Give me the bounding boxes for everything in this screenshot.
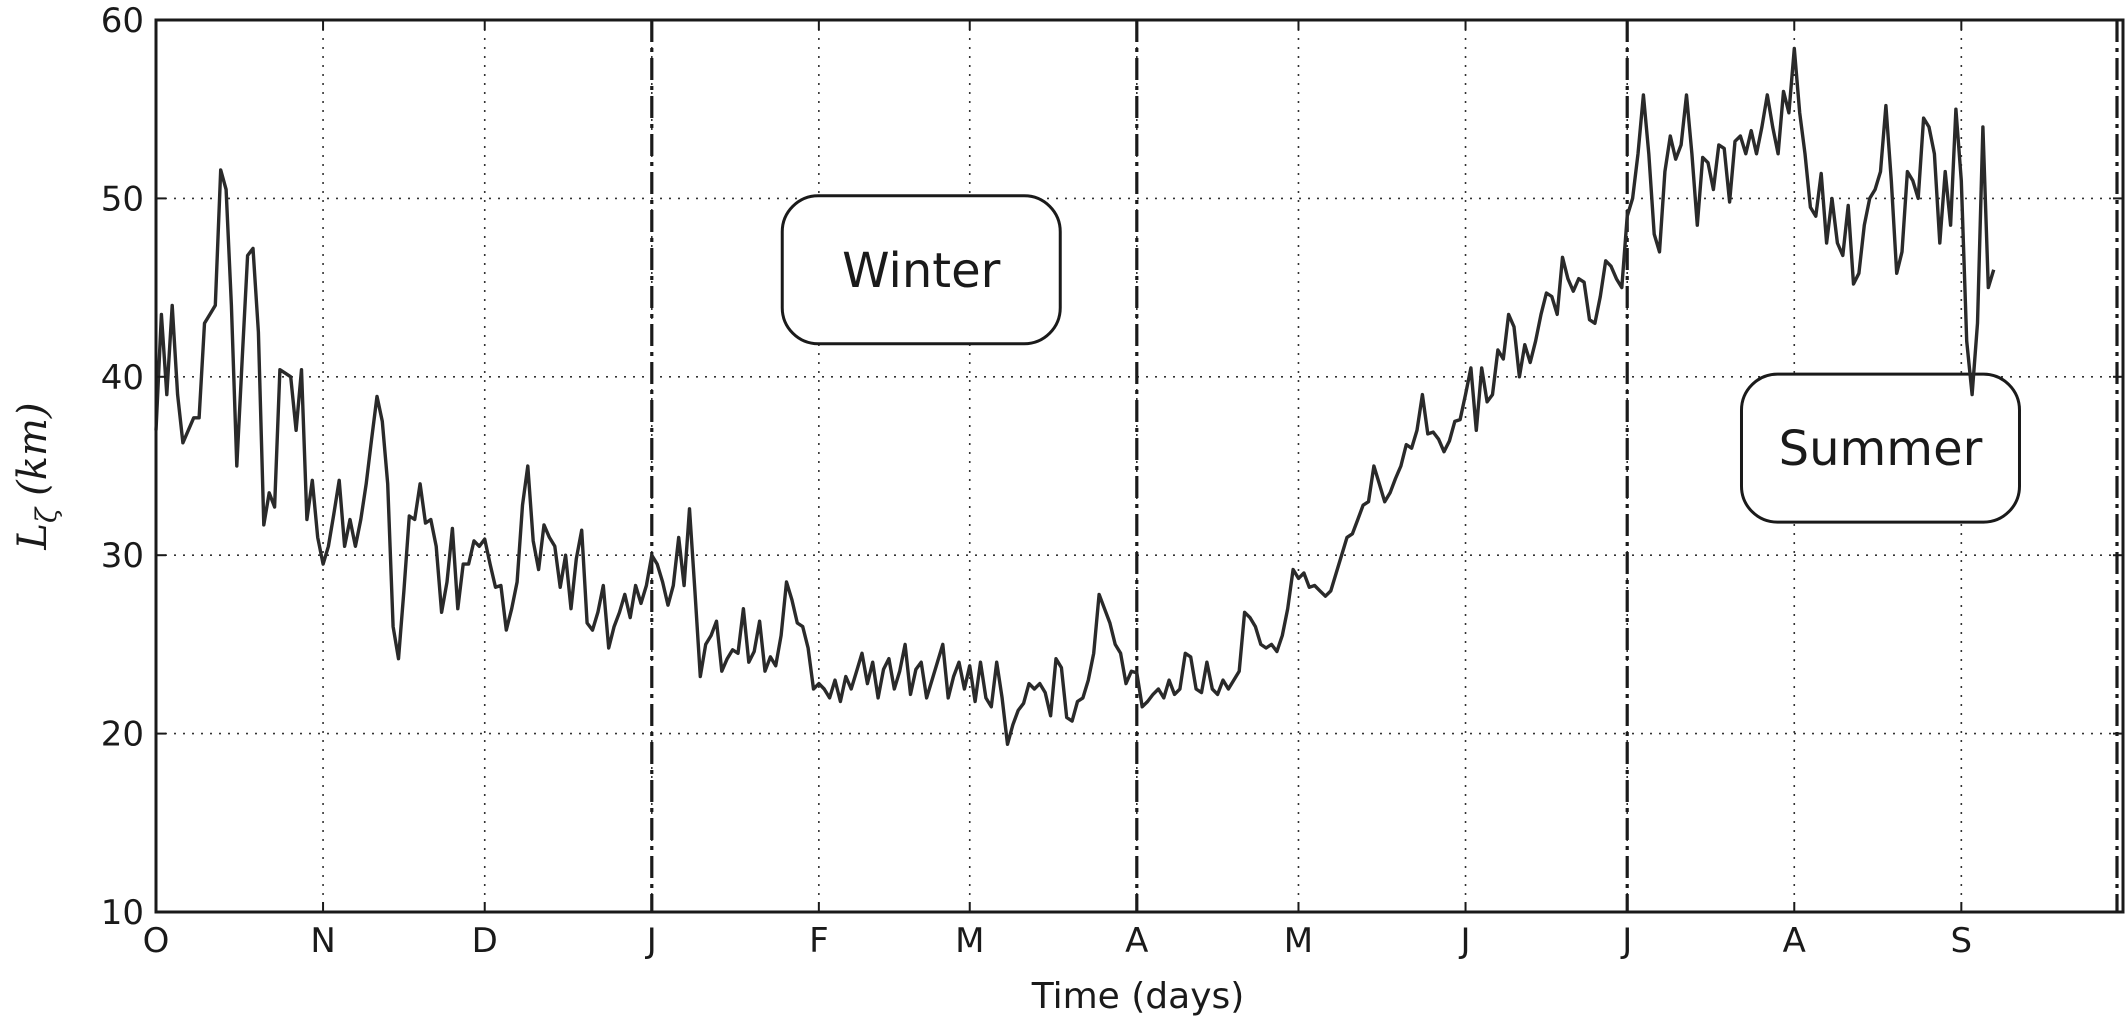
x-tick-label-f: F (809, 921, 829, 961)
plot-frame (154, 18, 2125, 914)
x-tick-label-s: S (1951, 921, 1973, 961)
season-label-box (780, 194, 1062, 346)
season-label-box (1739, 372, 2021, 524)
series-line-0 (154, 46, 1996, 746)
y-axis-symbol: L (10, 523, 56, 551)
season-label-winter: Winter (780, 194, 1062, 346)
y-tick-label: 50 (101, 179, 144, 219)
x-tick-label-j: J (1459, 921, 1471, 961)
x-tick-label-a: A (1125, 921, 1148, 961)
x-tick-label-m: M (1284, 921, 1313, 961)
season-annotations: Winter Summer (780, 194, 2021, 524)
x-tick-label-o: O (143, 921, 170, 961)
season-dividers (650, 20, 2119, 912)
x-axis-title: Time (days) (1031, 976, 1245, 1017)
y-tick-label: 20 (101, 715, 144, 755)
x-tick-label-d: D (472, 921, 498, 961)
x-tick-label-n: N (310, 921, 335, 961)
y-tick-label: 40 (101, 358, 144, 398)
y-tick-label: 30 (101, 536, 144, 576)
y-axis-subscript: ζ (30, 506, 63, 523)
tick-marks (155, 19, 2123, 913)
series-layer (154, 46, 1996, 746)
x-tick-label-j: J (1620, 921, 1632, 961)
season-label-text: Winter (842, 243, 1001, 299)
y-tick-label: 60 (101, 1, 144, 41)
season-label-summer: Summer (1739, 372, 2021, 524)
y-tick-label: 10 (101, 893, 144, 933)
x-tick-label-j: J (645, 921, 657, 961)
y-axis-title: Lζ (km) (10, 402, 63, 550)
y-axis-unit: (km) (10, 402, 56, 495)
y-tick-labels: 10 20 30 40 50 60 (101, 1, 144, 933)
x-tick-label-a: A (1783, 921, 1806, 961)
x-tick-label-m: M (955, 921, 984, 961)
season-label-text: Summer (1779, 421, 1983, 477)
